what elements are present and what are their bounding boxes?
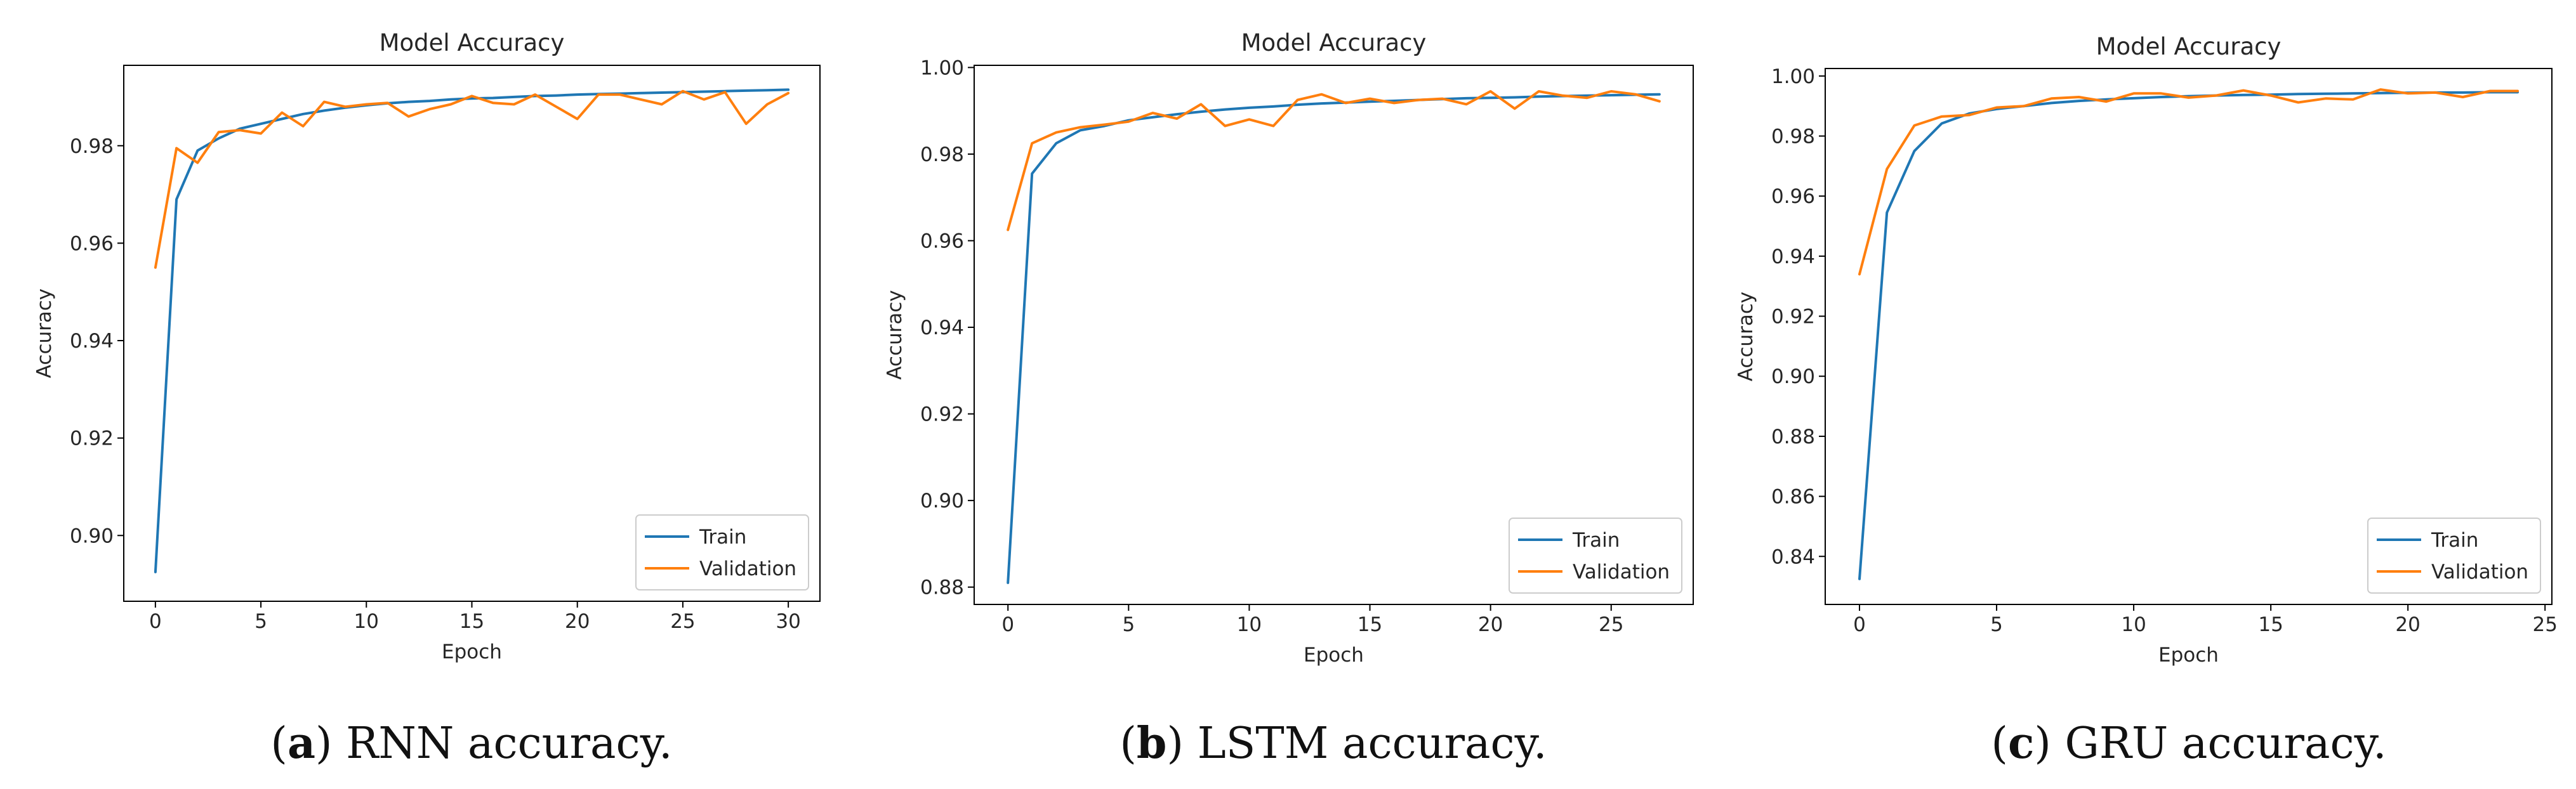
y-tick-label: 0.94 bbox=[70, 330, 114, 353]
caption-paren: ( bbox=[1991, 719, 2008, 769]
y-tick-label: 0.84 bbox=[1771, 545, 1815, 568]
x-tick-label: 25 bbox=[2532, 613, 2557, 636]
x-tick-label: 10 bbox=[2121, 613, 2146, 636]
legend: Train Validation bbox=[1509, 518, 1682, 594]
caption-paren: ( bbox=[270, 719, 287, 769]
x-axis-label: Epoch bbox=[2158, 644, 2219, 667]
x-tick-label: 25 bbox=[670, 610, 695, 633]
x-tick-label: 20 bbox=[1478, 613, 1503, 636]
legend-label-validation: Validation bbox=[2431, 561, 2528, 584]
y-tick-label: 0.94 bbox=[920, 316, 964, 339]
caption-text: ) LSTM accuracy. bbox=[1166, 719, 1547, 769]
y-tick-label: 0.92 bbox=[920, 403, 964, 426]
x-tick-label: 15 bbox=[459, 610, 484, 633]
chart-title: Model Accuracy bbox=[2096, 33, 2282, 60]
caption-paren: ( bbox=[1120, 719, 1137, 769]
y-tick-label: 0.98 bbox=[70, 135, 114, 158]
y-tick-label: 0.88 bbox=[920, 577, 964, 599]
x-tick-label: 15 bbox=[1357, 613, 1382, 636]
figure-caption: (c) GRU accuracy. bbox=[1991, 718, 2386, 769]
legend-label-train: Train bbox=[1572, 529, 1620, 552]
y-tick-label: 0.98 bbox=[1771, 126, 1815, 148]
chart-panel-c: 0 5 10 15 20 25 0.84 0.86 0.88 0.90 0.92 0.94 0.96 0.… bbox=[1734, 33, 2558, 769]
figure-caption: (a) RNN accuracy. bbox=[270, 718, 672, 769]
y-tick-label: 0.92 bbox=[70, 427, 114, 450]
series-line-validation bbox=[154, 89, 790, 269]
caption-letter: c bbox=[2008, 718, 2034, 769]
x-axis-label: Epoch bbox=[442, 641, 502, 663]
x-tick-label: 5 bbox=[254, 610, 267, 633]
x-tick-label: 10 bbox=[1237, 613, 1262, 636]
x-tick-label: 15 bbox=[2258, 613, 2283, 636]
caption-letter: b bbox=[1137, 718, 1167, 769]
x-axis-label: Epoch bbox=[1304, 644, 1364, 667]
legend-label-train: Train bbox=[2431, 529, 2478, 552]
figure-caption: (b) LSTM accuracy. bbox=[1120, 718, 1547, 769]
chart-title: Model Accuracy bbox=[380, 29, 565, 56]
y-tick-label: 1.00 bbox=[920, 56, 964, 79]
series-line-validation bbox=[1858, 88, 2519, 276]
caption-letter: a bbox=[287, 718, 315, 769]
y-tick-label: 1.00 bbox=[1771, 65, 1815, 88]
y-tick-label: 0.90 bbox=[70, 525, 114, 547]
legend-box bbox=[1509, 518, 1682, 594]
y-axis-label: Accuracy bbox=[883, 290, 906, 380]
series-line-train bbox=[154, 88, 790, 573]
y-tick-label: 0.94 bbox=[1771, 245, 1815, 268]
y-tick-label: 0.98 bbox=[920, 143, 964, 166]
x-tick-label: 0 bbox=[1853, 613, 1866, 636]
y-tick-label: 0.92 bbox=[1771, 306, 1815, 329]
x-tick-label: 0 bbox=[149, 610, 162, 633]
legend: Train Validation bbox=[2367, 518, 2541, 594]
x-tick-label: 5 bbox=[1990, 613, 2003, 636]
series-line-validation bbox=[1007, 90, 1661, 231]
x-tick-label: 30 bbox=[776, 610, 800, 633]
y-axis-label: Accuracy bbox=[33, 289, 56, 379]
plot-frame bbox=[974, 65, 1694, 605]
y-axis-label: Accuracy bbox=[1734, 292, 1757, 382]
y-tick-label: 0.88 bbox=[1771, 426, 1815, 448]
plot-frame bbox=[1825, 68, 2553, 605]
x-tick-label: 5 bbox=[1122, 613, 1135, 636]
x-tick-label: 0 bbox=[1001, 613, 1014, 636]
y-tick-label: 0.96 bbox=[1771, 185, 1815, 208]
series-line-train bbox=[1858, 91, 2519, 580]
legend: Train Validation bbox=[635, 514, 809, 590]
legend-label-validation: Validation bbox=[699, 558, 796, 580]
y-tick-label: 0.96 bbox=[920, 230, 964, 253]
caption-text: ) RNN accuracy. bbox=[315, 719, 673, 769]
y-tick-label: 0.86 bbox=[1771, 486, 1815, 509]
x-tick-label: 20 bbox=[565, 610, 590, 633]
chart-panel-a: 0 5 10 15 20 25 30 0.90 0.92 0.94 0.96 0.98 Model Ac… bbox=[33, 29, 821, 769]
y-tick-label: 0.90 bbox=[1771, 365, 1815, 388]
legend-box bbox=[2367, 518, 2541, 594]
chart-panel-b: 0 5 10 15 20 25 0.88 0.90 0.92 0.94 0.96 0.98 1.00 Mo… bbox=[883, 29, 1694, 769]
series-line-train bbox=[1007, 93, 1661, 584]
y-tick-label: 0.96 bbox=[70, 232, 114, 255]
x-tick-label: 25 bbox=[1599, 613, 1623, 636]
legend-label-train: Train bbox=[699, 526, 746, 549]
x-tick-label: 10 bbox=[354, 610, 379, 633]
caption-text: ) GRU accuracy. bbox=[2034, 719, 2386, 769]
chart-title: Model Accuracy bbox=[1241, 29, 1427, 56]
x-tick-label: 20 bbox=[2395, 613, 2420, 636]
y-tick-label: 0.90 bbox=[920, 490, 964, 512]
legend-box bbox=[635, 514, 809, 590]
legend-label-validation: Validation bbox=[1573, 561, 1670, 584]
